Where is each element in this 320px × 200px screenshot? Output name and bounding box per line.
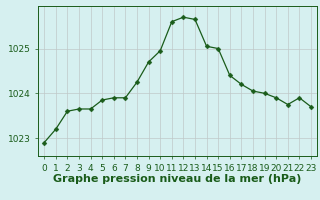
X-axis label: Graphe pression niveau de la mer (hPa): Graphe pression niveau de la mer (hPa) — [53, 174, 302, 184]
